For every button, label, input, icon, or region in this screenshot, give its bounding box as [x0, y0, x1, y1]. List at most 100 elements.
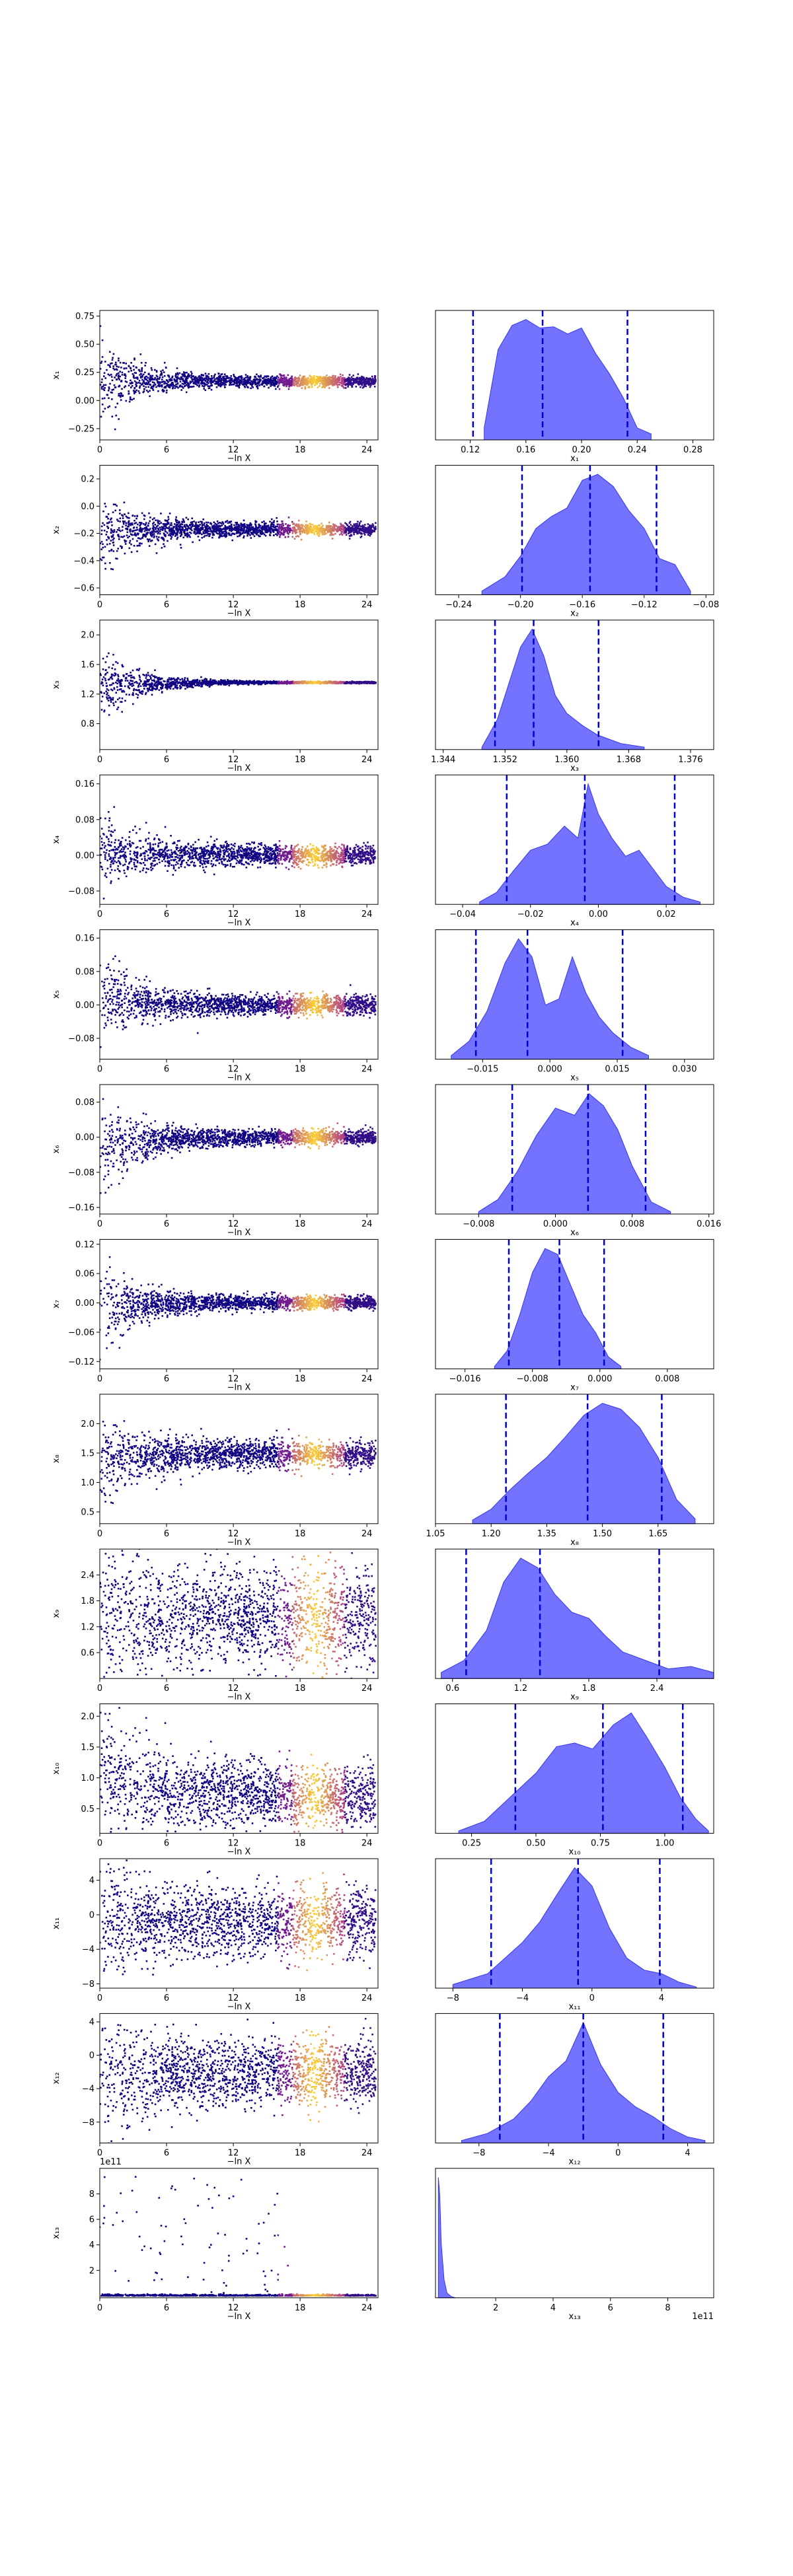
trace-point [192, 378, 194, 380]
trace-point [159, 530, 161, 532]
trace-point [157, 384, 159, 387]
trace-point [100, 529, 103, 532]
trace-xtick-label: 18 [295, 600, 306, 610]
trace-point [245, 374, 247, 376]
trace-point [256, 681, 258, 684]
trace-point [311, 384, 313, 386]
kde-xtick-label: 0.16 [516, 445, 535, 455]
trace-point [271, 518, 273, 520]
trace-point [110, 697, 112, 699]
trace-point [285, 380, 288, 383]
trace-point [299, 384, 301, 386]
trace-point [273, 520, 275, 522]
trace-point [110, 363, 112, 365]
trace-point [271, 521, 273, 524]
trace-point [163, 543, 165, 545]
trace-point [198, 539, 201, 542]
trace-point [102, 384, 105, 386]
trace-point [265, 528, 267, 530]
trace-point [332, 523, 334, 525]
trace-point [211, 377, 213, 380]
trace-point [132, 524, 133, 526]
trace-point [304, 383, 307, 386]
trace-point [147, 672, 149, 674]
trace-point [170, 531, 173, 534]
trace-point [128, 517, 130, 519]
trace-point [236, 530, 238, 533]
trace-point [279, 536, 281, 538]
trace-point [257, 531, 259, 534]
trace-point [267, 375, 270, 377]
trace-point [239, 380, 241, 382]
trace-point [182, 378, 184, 380]
trace-point [204, 531, 207, 533]
trace-point [104, 678, 106, 680]
trace-point [317, 380, 319, 382]
trace-point [231, 539, 233, 542]
trace-point [362, 378, 364, 380]
trace-point [190, 375, 192, 376]
trace-point [116, 550, 118, 552]
trace-point [186, 381, 188, 384]
trace-point [151, 385, 154, 388]
trace-point [100, 548, 102, 550]
trace-ytick-label: 0.50 [75, 340, 94, 350]
trace-ylabel: x₂ [52, 526, 61, 534]
trace-point [157, 532, 159, 535]
trace-point [162, 389, 165, 392]
trace-point [313, 529, 315, 531]
trace-point [164, 380, 166, 383]
trace-point [171, 375, 174, 378]
trace-point [153, 536, 155, 538]
trace-point [304, 530, 307, 532]
trace-point [311, 382, 313, 384]
trace-xlabel: −ln X [227, 608, 251, 618]
trace-point [371, 681, 373, 684]
trace-point [116, 531, 118, 533]
trace-point [249, 534, 251, 536]
trace-point [276, 523, 279, 526]
trace-point [206, 528, 209, 531]
trace-point [139, 530, 141, 532]
trace-point [144, 382, 146, 384]
trace-point [231, 380, 233, 382]
trace-point [179, 378, 181, 380]
trace-point [325, 384, 328, 386]
trace-point [130, 379, 132, 382]
trace-point [343, 387, 345, 389]
trace-point [152, 525, 155, 527]
trace-point [209, 533, 211, 535]
trace-point [118, 385, 120, 387]
trace-point [188, 383, 190, 386]
trace-point [339, 529, 342, 531]
trace-point [139, 692, 142, 694]
trace-point [216, 520, 219, 522]
trace-point [341, 385, 343, 387]
trace-point [217, 378, 219, 380]
trace-point [269, 378, 271, 380]
trace-point [240, 533, 243, 536]
trace-point [131, 534, 133, 536]
trace-point [192, 541, 194, 544]
trace-point [107, 694, 110, 697]
trace-point [274, 378, 276, 380]
trace-point [361, 525, 363, 528]
trace-point [186, 682, 188, 684]
trace-point [180, 526, 182, 528]
trace-point [163, 538, 165, 540]
trace-point [137, 696, 139, 699]
trace-point [196, 532, 198, 534]
kde-xtick-label: −0.20 [508, 600, 534, 610]
trace-point [124, 377, 126, 379]
trace-point [112, 539, 114, 541]
trace-point [176, 530, 178, 532]
trace-point [278, 388, 281, 390]
trace-point [106, 696, 108, 698]
trace-point [173, 531, 175, 533]
trace-point [344, 522, 346, 524]
trace-ytick-label: 0.0 [81, 502, 94, 512]
trace-point [215, 532, 218, 534]
trace-point [170, 530, 173, 532]
trace-point [266, 531, 268, 534]
